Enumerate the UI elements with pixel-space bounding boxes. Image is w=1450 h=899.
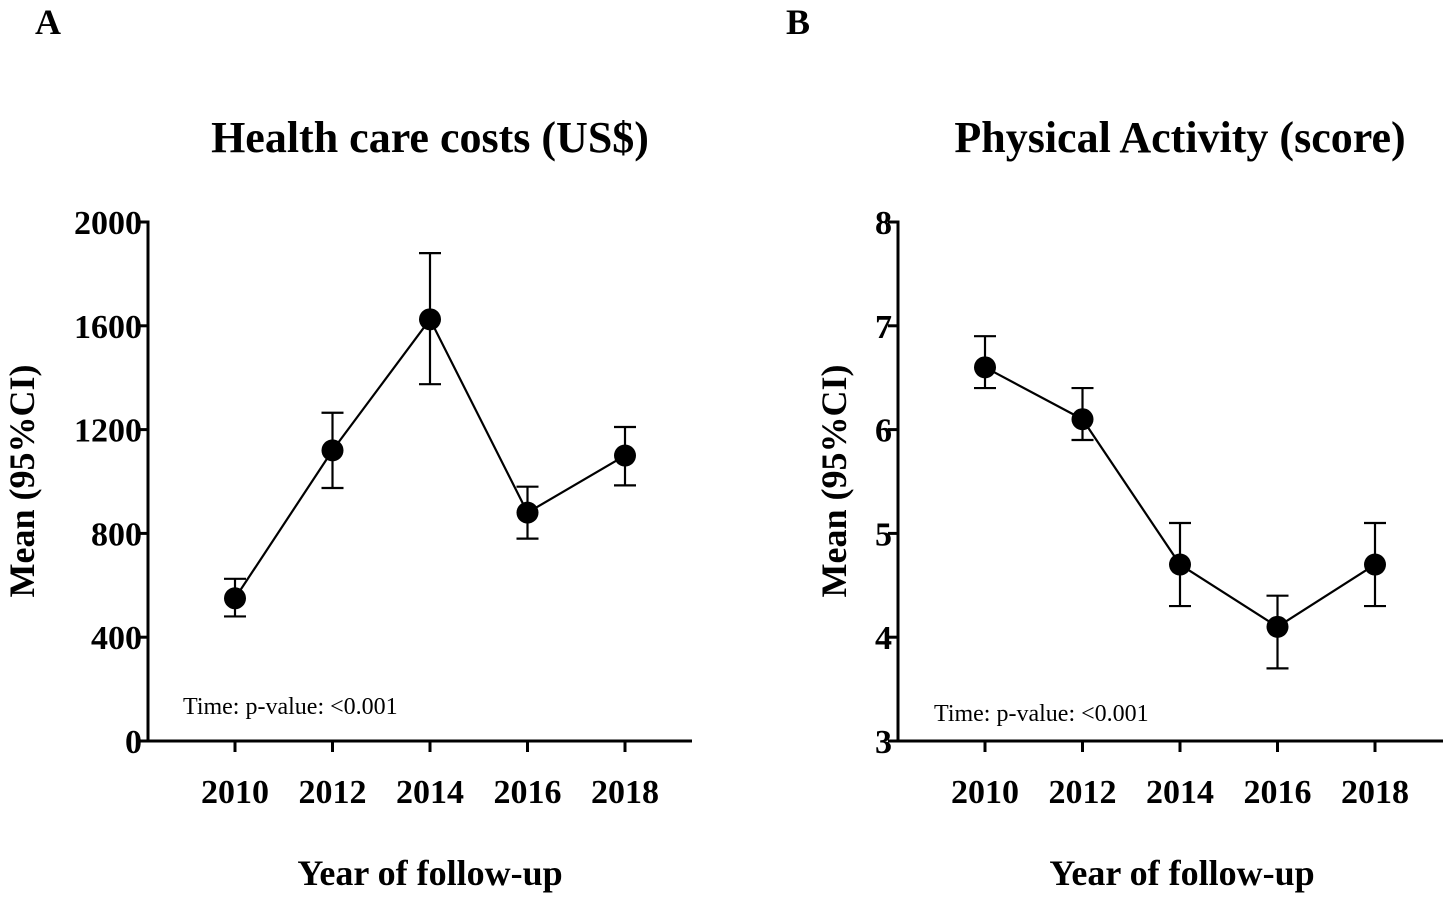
x-tick-label-b: 2012 <box>1049 774 1117 811</box>
p-value-annotation-a: Time: p-value: <0.001 <box>183 694 398 720</box>
data-point-b <box>1266 615 1289 638</box>
chart-panel-a: A Health care costs (US$) Mean (95%CI) Y… <box>2 2 692 893</box>
data-point-b <box>1364 553 1386 576</box>
x-tick-label-b: 2014 <box>1146 774 1214 811</box>
y-tick-label-a: 400 <box>91 620 142 657</box>
data-point-a <box>614 444 636 467</box>
chart-title-a: Health care costs (US$) <box>211 113 649 162</box>
data-point-b <box>1071 408 1094 431</box>
y-tick-label-b: 6 <box>875 413 892 450</box>
x-tick-label-b: 2010 <box>951 774 1019 811</box>
x-tick-label-a: 2016 <box>494 774 562 811</box>
y-tick-label-b: 7 <box>875 309 892 346</box>
data-point-b <box>974 356 996 379</box>
x-tick-label-b: 2016 <box>1244 774 1312 811</box>
plot-area-b: 3 4 5 6 7 8 2010 2012 2014 2016 2018 <box>875 205 1443 811</box>
x-tick-label-b: 2018 <box>1341 774 1409 811</box>
panel-letter-a: A <box>35 2 61 42</box>
chart-title-b: Physical Activity (score) <box>954 113 1405 162</box>
y-tick-label-b: 4 <box>875 620 892 657</box>
y-axis-label-a: Mean (95%CI) <box>2 365 42 598</box>
x-tick-label-a: 2014 <box>396 774 464 811</box>
y-tick-label-b: 5 <box>875 516 892 553</box>
y-tick-label-b: 3 <box>875 724 892 761</box>
data-point-a <box>321 439 344 462</box>
x-axis-label-a: Year of follow-up <box>297 853 562 893</box>
p-value-annotation-b: Time: p-value: <0.001 <box>934 701 1149 727</box>
y-axis-label-b: Mean (95%CI) <box>814 365 854 598</box>
data-point-b <box>1169 553 1191 576</box>
x-tick-label-a: 2012 <box>299 774 367 811</box>
x-tick-label-a: 2018 <box>591 774 659 811</box>
x-axis-label-b: Year of follow-up <box>1049 853 1314 893</box>
panel-letter-b: B <box>786 2 810 42</box>
data-point-a <box>224 587 246 610</box>
data-point-a <box>419 308 441 331</box>
y-tick-label-b: 8 <box>875 205 892 242</box>
y-tick-label-a: 1600 <box>74 309 142 346</box>
chart-panel-b: B Physical Activity (score) Mean (95%CI)… <box>786 2 1443 893</box>
y-tick-label-a: 800 <box>91 516 142 553</box>
y-tick-label-a: 2000 <box>74 205 142 242</box>
y-tick-label-a: 1200 <box>74 413 142 450</box>
plot-area-a: 0 400 800 1200 1600 2000 2010 2012 2014 2016 2018 <box>74 205 692 811</box>
x-tick-label-a: 2010 <box>201 774 269 811</box>
y-tick-label-a: 0 <box>125 724 142 761</box>
data-point-a <box>516 501 539 524</box>
